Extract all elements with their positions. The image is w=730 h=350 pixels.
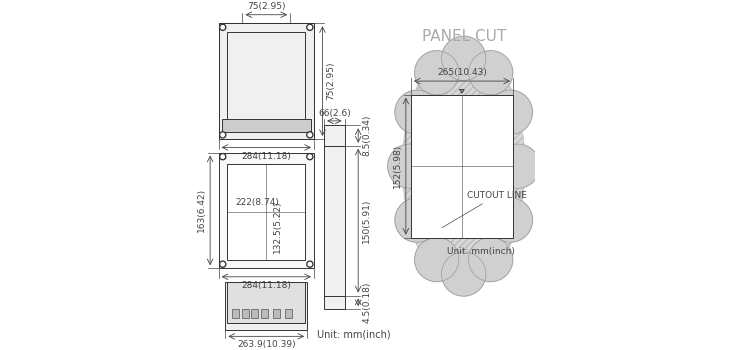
Text: 75(2.95): 75(2.95): [326, 62, 336, 100]
Bar: [237, 44, 240, 125]
Bar: [273, 309, 280, 318]
Circle shape: [442, 252, 486, 296]
Text: 8.5(0.34): 8.5(0.34): [362, 115, 372, 156]
Circle shape: [388, 144, 432, 188]
Text: 132.5(5.22): 132.5(5.22): [273, 200, 282, 253]
Text: 66(2.6): 66(2.6): [318, 109, 350, 118]
Ellipse shape: [402, 44, 525, 289]
Text: 150(5.91): 150(5.91): [362, 198, 372, 243]
Bar: [219, 153, 314, 268]
Text: 265(10.43): 265(10.43): [437, 68, 487, 77]
Circle shape: [395, 90, 439, 134]
Circle shape: [415, 237, 459, 282]
Bar: [227, 164, 305, 260]
Circle shape: [308, 26, 312, 29]
Circle shape: [442, 36, 486, 80]
Bar: [261, 309, 268, 318]
Text: Unit: mm(inch): Unit: mm(inch): [318, 330, 391, 340]
Text: 263.9(10.39): 263.9(10.39): [237, 341, 296, 349]
Bar: [276, 44, 279, 125]
Bar: [271, 44, 274, 125]
Text: 284(11.18): 284(11.18): [242, 152, 291, 161]
Circle shape: [415, 51, 459, 95]
Bar: [281, 44, 284, 125]
Bar: [261, 44, 264, 125]
Text: 163(6.42): 163(6.42): [197, 188, 206, 232]
Circle shape: [220, 261, 226, 267]
Bar: [242, 309, 249, 318]
Bar: [252, 44, 255, 125]
Circle shape: [221, 155, 224, 158]
Circle shape: [308, 133, 312, 136]
Circle shape: [220, 24, 226, 30]
Bar: [226, 282, 307, 330]
Bar: [251, 309, 258, 318]
Circle shape: [307, 261, 313, 267]
Bar: [232, 309, 239, 318]
Bar: [411, 95, 513, 238]
Bar: [256, 44, 259, 125]
Circle shape: [307, 24, 313, 30]
Bar: [232, 44, 235, 125]
Text: PANEL CUT: PANEL CUT: [422, 29, 506, 44]
Text: 4.5(0.18): 4.5(0.18): [362, 282, 372, 323]
Bar: [219, 23, 314, 139]
Circle shape: [307, 132, 313, 138]
Circle shape: [220, 154, 226, 160]
Text: 284(11.18): 284(11.18): [242, 281, 291, 290]
Circle shape: [221, 26, 224, 29]
Bar: [285, 309, 292, 318]
Bar: [296, 44, 299, 125]
Bar: [227, 282, 305, 323]
Bar: [324, 125, 345, 309]
Text: CUTOUT LINE: CUTOUT LINE: [442, 191, 527, 228]
Circle shape: [469, 237, 512, 282]
Circle shape: [307, 154, 313, 160]
Bar: [247, 44, 250, 125]
Circle shape: [488, 90, 532, 134]
Circle shape: [221, 133, 224, 136]
Circle shape: [496, 144, 539, 188]
Circle shape: [308, 262, 312, 266]
Circle shape: [488, 198, 532, 242]
Bar: [242, 44, 245, 125]
Text: 152(5.98): 152(5.98): [393, 144, 402, 188]
Circle shape: [220, 132, 226, 138]
Bar: [266, 44, 269, 125]
Bar: [285, 44, 288, 125]
Text: 75(2.95): 75(2.95): [247, 2, 285, 10]
Circle shape: [395, 198, 439, 242]
Bar: [227, 32, 305, 131]
Circle shape: [308, 155, 312, 158]
Circle shape: [469, 51, 512, 95]
Bar: [222, 119, 310, 132]
Text: 222(8.74): 222(8.74): [235, 198, 279, 207]
Bar: [219, 23, 314, 139]
Bar: [291, 44, 293, 125]
Circle shape: [221, 262, 224, 266]
Text: Unit: mm(inch): Unit: mm(inch): [447, 247, 515, 256]
